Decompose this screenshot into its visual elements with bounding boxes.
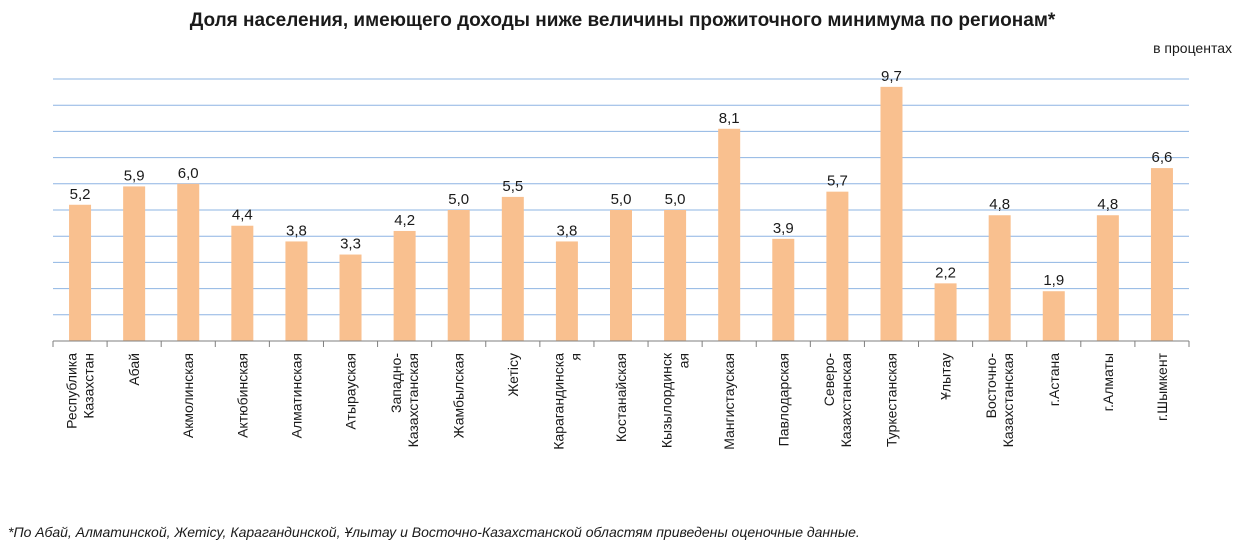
bar [177,183,200,341]
category-label: Восточно- Казахстанская [983,353,1016,448]
category-label: Республика Казахстан [64,353,97,429]
bar [555,241,578,341]
value-label: 5,5 [502,178,523,195]
category-label-line: г.Алматы [1100,353,1116,411]
category-label: Алматинская [288,353,304,438]
category-label: Актюбинская [234,353,250,438]
units-note: в процентах [1153,40,1232,56]
category-label: Западно- Казахстанская [388,353,421,448]
category-label: Ұлытау [938,353,954,400]
category-label-line: Карагандинска [550,353,566,450]
value-label: 6,0 [178,165,199,182]
category-label: Мангистауская [721,353,737,450]
bar [123,186,146,341]
value-label: 4,4 [232,207,253,224]
bar [447,210,470,341]
category-label-line: Жамбылская [451,353,467,438]
value-label: 4,8 [989,196,1010,213]
bar [501,196,524,341]
category-label: Кызылординск ая [659,352,692,448]
category-label-line: Казахстанская [405,353,421,447]
category-label-line: Мангистауская [721,353,737,450]
category-label-line: Западно- [388,353,404,413]
bar [339,254,362,341]
bar [1096,215,1119,341]
category-label-line: Павлодарская [775,353,791,446]
value-label: 8,1 [719,110,740,127]
value-label: 5,0 [611,191,632,208]
value-label: 3,8 [556,222,577,239]
category-label-line: Казахстанская [1000,353,1016,447]
value-label: 4,2 [394,212,415,229]
bar [934,283,957,341]
value-label: 5,9 [124,167,145,184]
category-label-line: Северо- [821,353,837,407]
category-label-line: ая [676,353,692,368]
value-label: 5,2 [70,186,91,203]
bars [69,86,1173,341]
bar [610,210,632,341]
footnote: *По Абай, Алматинской, Жетісу, Караганди… [8,524,860,540]
category-label: г.Алматы [1100,353,1116,411]
value-label: 5,0 [665,191,686,208]
value-label: 3,3 [340,236,361,253]
value-label: 2,2 [935,264,956,281]
bar [988,215,1011,341]
category-label: Туркестанская [883,353,899,447]
value-label: 5,0 [448,191,469,208]
category-label: Жамбылская [451,353,467,438]
category-label: Жетісу [505,353,521,397]
category-label-line: Восточно- [983,353,999,419]
value-label: 1,9 [1043,272,1064,289]
bar [1042,291,1065,341]
category-label-line: Кызылординск [659,352,675,448]
category-label-line: Атырауская [343,353,359,430]
category-label-line: Казахстанская [838,353,854,447]
value-labels: 5,2 5,9 6,0 4,4 3,8 3,3 4,2 5,0 5,5 3,8 5,0 5,0 8,1 3… [70,68,1173,289]
bar [231,225,254,341]
bar [1150,168,1173,341]
category-label-line: г.Шымкент [1154,352,1170,421]
category-label: г.Астана [1046,353,1062,406]
bar [880,86,903,341]
x-axis [52,340,1190,347]
value-label: 3,8 [286,222,307,239]
bar [826,191,849,341]
value-label: 3,9 [773,220,794,237]
category-label: Северо- Казахстанская [821,353,854,448]
value-label: 5,7 [827,173,848,190]
bar [393,230,416,341]
category-label: Атырауская [343,353,359,430]
category-label-line: я [567,353,583,361]
bar [664,210,687,341]
category-label: Павлодарская [775,353,791,446]
bar [285,241,308,341]
category-label-line: Республика [64,353,80,429]
category-label: г.Шымкент [1154,352,1170,421]
bar [69,204,92,341]
category-label-line: Казахстан [81,353,97,419]
category-label-line: Костанайская [613,353,629,442]
category-label-line: Актюбинская [234,353,250,438]
value-label: 6,6 [1152,149,1173,166]
value-label: 4,8 [1097,196,1118,213]
category-label: Карагандинска я [550,353,583,450]
category-label: Акмолинская [180,353,196,438]
bar [718,128,741,341]
category-label: Костанайская [613,353,629,442]
category-label-line: Туркестанская [883,353,899,447]
chart-title: Доля населения, имеющего доходы ниже вел… [189,10,1056,31]
category-label-line: Ұлытау [938,353,954,400]
category-label: Абай [126,353,142,386]
category-label-line: Акмолинская [180,353,196,438]
category-label-line: Алматинская [288,353,304,438]
category-labels: Республика Казахстан Абай Акмолинская Актюби… [64,352,1170,450]
category-label-line: Абай [126,353,142,386]
bar [772,238,795,341]
value-label: 9,7 [881,68,902,85]
category-label-line: г.Астана [1046,353,1062,406]
category-label-line: Жетісу [505,353,521,397]
